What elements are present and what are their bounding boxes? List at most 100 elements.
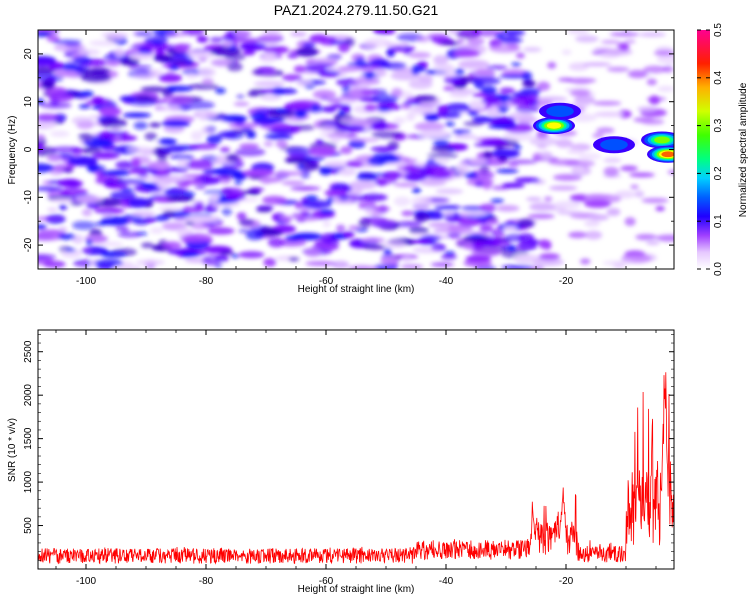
spectrogram-cell — [209, 36, 224, 43]
spectrogram-cell — [296, 217, 307, 223]
spectrogram-cell — [122, 112, 152, 118]
spectrogram-cell — [178, 183, 190, 188]
spectrogram-cell-strong — [135, 32, 152, 36]
y-tick-label: 1500 — [23, 427, 34, 450]
spectrogram-cell — [326, 35, 336, 43]
spectrogram-cell — [304, 63, 335, 73]
spectrogram-cell — [38, 186, 62, 191]
spectrogram-cell — [373, 30, 396, 35]
spectrogram-cell — [158, 73, 183, 83]
spectrogram-cell — [221, 187, 243, 194]
spectrogram-cell — [522, 80, 536, 87]
spectrogram-cell — [517, 233, 535, 243]
spectrogram-cell — [638, 32, 667, 37]
spectrogram-cell — [184, 159, 215, 170]
spectrogram-cell — [165, 166, 189, 173]
spectrogram-cell — [482, 151, 493, 159]
spectrogram-cell — [516, 116, 538, 124]
spectrogram-cell — [403, 172, 427, 182]
spectrogram-cell — [633, 116, 655, 123]
hotspot-level — [546, 122, 562, 129]
spectrogram-cell — [594, 111, 624, 118]
spectrogram-cell — [570, 89, 591, 97]
spectrogram-cell — [320, 233, 338, 243]
spectrogram-cell — [643, 65, 667, 74]
spectrogram-cell — [238, 251, 265, 259]
spectrogram-cell — [456, 38, 465, 44]
spectrogram-cell — [228, 122, 260, 129]
spectrogram-cell — [277, 215, 294, 220]
spectrogram-cell — [161, 119, 191, 128]
colorbar-tick-label: 0.4 — [713, 70, 724, 84]
spectrogram-cell — [337, 125, 366, 132]
y-tick-label: 2000 — [23, 384, 34, 407]
spectrogram-cell — [91, 96, 104, 105]
spectrogram-cell — [606, 66, 630, 73]
spectrogram-cell — [500, 35, 519, 43]
spectrogram-cell — [342, 185, 352, 192]
spectrogram-cell — [71, 220, 96, 230]
spectrogram-cell-strong — [412, 187, 422, 194]
spectrogram-cell — [109, 34, 124, 40]
spectrogram-cell — [370, 146, 398, 152]
spectrogram-cell — [362, 244, 387, 250]
spectrogram-cell — [409, 227, 429, 234]
spectrogram-cell — [98, 106, 122, 117]
spectrogram-cell — [262, 30, 282, 35]
spectrogram-cell — [481, 85, 497, 96]
spectrogram-cell — [469, 158, 488, 165]
spectrogram-cell — [517, 241, 538, 251]
spectrogram-cell — [371, 130, 403, 139]
spectrogram-cell — [620, 165, 638, 172]
spectrogram-cell — [264, 133, 293, 140]
spectrogram-cell — [466, 37, 485, 46]
spectrogram-cell — [58, 204, 68, 210]
spectrogram-cell — [441, 210, 455, 217]
spectrogram-cell — [82, 140, 94, 145]
spectrogram-cell — [251, 187, 265, 192]
spectrogram-cell — [414, 122, 445, 132]
spectrogram-cell — [457, 211, 488, 217]
spectrogram-cell — [221, 114, 248, 123]
spectrogram-cell — [258, 176, 283, 183]
spectrogram-cell — [517, 218, 535, 228]
spectrogram-cell — [413, 212, 430, 223]
spectrogram-cell — [119, 95, 138, 102]
spectrogram-cell — [115, 160, 135, 169]
spectrogram-cell — [498, 155, 508, 162]
spectrogram-cell — [383, 248, 392, 256]
hotspot-level — [600, 139, 628, 151]
spectrogram-cell — [337, 43, 350, 53]
spectrogram-cell — [81, 208, 93, 217]
spectrogram-cell — [53, 69, 78, 77]
spectrogram-cell — [233, 101, 250, 107]
spectrogram-cell — [324, 160, 351, 167]
spectrogram-cell — [320, 124, 337, 132]
spectrogram-cell — [245, 230, 265, 241]
spectrogram-x-ticks: -100 -80 -60 -40 -20 — [55, 30, 657, 287]
spectrogram-cell-strong — [250, 112, 267, 120]
spectrogram-cell — [50, 130, 70, 138]
spectrogram-cell — [338, 167, 357, 176]
spectrogram-cell — [435, 188, 464, 195]
spectrogram-cell — [358, 218, 372, 228]
spectrogram-cell-strong — [234, 180, 243, 185]
spectrogram-cell — [304, 247, 321, 258]
spectrogram-cell — [566, 148, 585, 155]
spectrogram-cell — [183, 233, 213, 244]
spectrogram-cell — [485, 219, 499, 225]
spectrogram-cell — [189, 143, 219, 150]
spectrogram-cell — [514, 177, 541, 183]
spectrogram-cell-strong — [169, 64, 180, 71]
spectrogram-cell — [100, 241, 124, 246]
spectrogram-cell — [128, 169, 148, 175]
spectrogram-cell — [58, 226, 68, 233]
spectrogram-cell — [552, 173, 583, 181]
spectrogram-cell — [419, 129, 451, 138]
spectrogram-cell — [219, 146, 231, 154]
spectrogram-cell-strong — [327, 196, 334, 204]
spectrogram-cell — [262, 195, 287, 205]
spectrogram-cell — [161, 222, 187, 231]
spectrogram-cell — [177, 158, 188, 168]
spectrogram-cell — [159, 105, 182, 112]
